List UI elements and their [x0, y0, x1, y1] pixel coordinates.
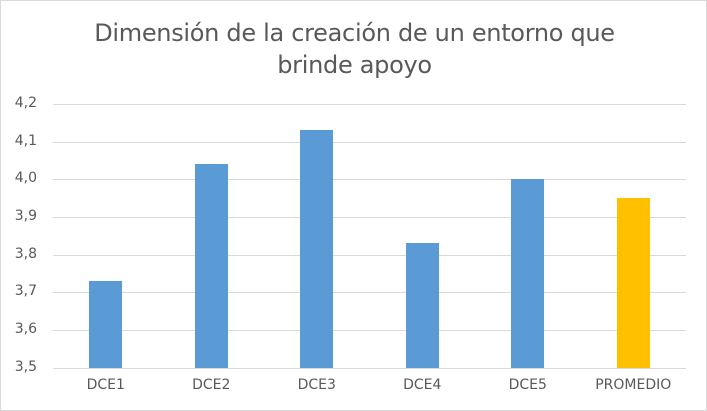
- y-tick-label: 3,9: [14, 208, 37, 224]
- chart-title: Dimensión de la creación de un entorno q…: [1, 17, 707, 81]
- y-tick-label: 3,8: [14, 246, 37, 262]
- y-tick-label: 4,0: [14, 170, 37, 186]
- gridline: [53, 179, 686, 180]
- bar-dce5: [511, 179, 545, 368]
- x-tick-label: DCE4: [403, 377, 442, 393]
- y-tick-label: 3,5: [14, 359, 37, 375]
- gridline: [53, 255, 686, 256]
- y-tick-label: 3,6: [14, 321, 37, 337]
- x-tick-label: PROMEDIO: [595, 377, 672, 393]
- gridline: [53, 217, 686, 218]
- gridline: [53, 104, 686, 105]
- bar-dce1: [89, 281, 123, 368]
- gridline: [53, 142, 686, 143]
- gridline: [53, 368, 686, 369]
- gridline: [53, 330, 686, 331]
- bar-dce3: [300, 130, 334, 368]
- chart-title-line-2: brinde apoyo: [277, 51, 432, 79]
- x-tick-label: DCE1: [86, 377, 125, 393]
- bar-dce4: [405, 243, 439, 368]
- bar-promedio: [616, 198, 650, 368]
- x-tick-label: DCE2: [192, 377, 231, 393]
- chart-title-line-1: Dimensión de la creación de un entorno q…: [94, 19, 615, 47]
- gridline: [53, 292, 686, 293]
- x-tick-label: DCE5: [508, 377, 547, 393]
- x-tick-label: DCE3: [297, 377, 336, 393]
- y-tick-label: 4,1: [14, 133, 37, 149]
- y-tick-label: 4,2: [14, 95, 37, 111]
- y-tick-label: 3,7: [14, 283, 37, 299]
- bar-dce2: [194, 164, 228, 368]
